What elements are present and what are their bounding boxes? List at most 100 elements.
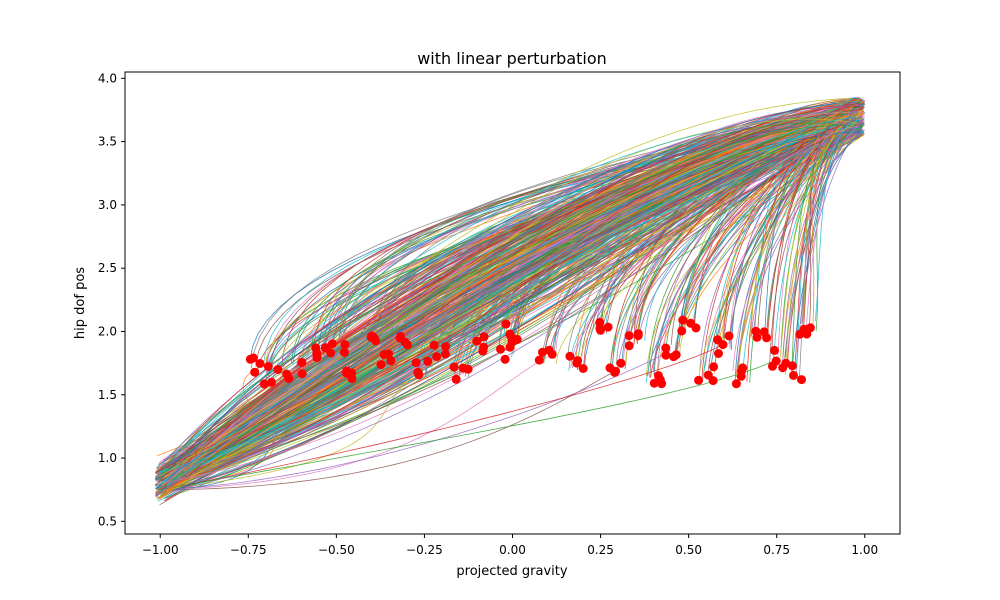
endpoint-marker bbox=[686, 318, 696, 328]
trajectory-line bbox=[156, 99, 863, 469]
x-tick-label: 0.00 bbox=[499, 543, 526, 557]
chart-title: with linear perturbation bbox=[417, 49, 607, 68]
trajectory-line bbox=[162, 127, 861, 483]
endpoint-marker bbox=[797, 375, 806, 385]
trajectory-line bbox=[159, 122, 856, 492]
trajectory-line bbox=[158, 125, 864, 494]
y-tick-label: 1.5 bbox=[98, 388, 117, 402]
endpoint-marker bbox=[534, 355, 544, 365]
endpoint-marker bbox=[297, 369, 307, 379]
trajectory-line bbox=[160, 350, 672, 491]
endpoint-marker bbox=[326, 348, 336, 358]
x-tick-label: −0.75 bbox=[230, 543, 267, 557]
trajectory-line bbox=[154, 98, 863, 485]
endpoint-marker bbox=[565, 351, 575, 361]
endpoint-marker bbox=[451, 374, 461, 384]
endpoint-marker bbox=[731, 379, 741, 389]
trajectory-line bbox=[160, 358, 777, 491]
x-axis-ticks: −1.00 −0.75 −0.50 −0.25 0.00 0.25 0.50 0.75 1.00 bbox=[142, 534, 878, 557]
endpoint-marker bbox=[479, 342, 489, 352]
endpoint-marker bbox=[423, 356, 433, 366]
endpoint-marker bbox=[703, 370, 713, 380]
endpoint-marker bbox=[661, 350, 671, 360]
y-tick-label: 2.5 bbox=[98, 261, 117, 275]
endpoint-marker bbox=[544, 345, 554, 355]
trajectory-line bbox=[161, 111, 863, 487]
endpoint-marker bbox=[669, 352, 679, 362]
endpoint-marker bbox=[432, 352, 442, 362]
y-tick-label: 4.0 bbox=[98, 71, 117, 85]
endpoint-markers bbox=[245, 315, 815, 389]
trajectory-line bbox=[161, 117, 857, 488]
trajectory-line bbox=[163, 97, 856, 483]
trajectory-line bbox=[157, 133, 855, 483]
endpoint-marker bbox=[386, 356, 396, 366]
endpoint-marker bbox=[327, 339, 337, 349]
trajectory-line bbox=[161, 109, 864, 498]
endpoint-marker bbox=[340, 340, 350, 350]
endpoint-marker bbox=[263, 362, 273, 371]
endpoint-marker bbox=[496, 344, 505, 354]
trajectory-line bbox=[160, 118, 859, 477]
endpoint-marker bbox=[661, 343, 671, 353]
endpoint-marker bbox=[759, 327, 769, 337]
endpoint-marker bbox=[266, 377, 276, 387]
endpoint-marker bbox=[633, 331, 643, 341]
endpoint-marker bbox=[371, 336, 381, 346]
x-tick-label: −0.50 bbox=[318, 543, 355, 557]
x-tick-label: −0.25 bbox=[406, 543, 443, 557]
y-tick-label: 3.0 bbox=[98, 198, 117, 212]
endpoint-marker bbox=[347, 374, 357, 384]
endpoint-marker bbox=[724, 331, 734, 341]
y-tick-label: 3.5 bbox=[98, 135, 117, 149]
endpoint-marker bbox=[402, 340, 412, 350]
trajectory-line bbox=[163, 125, 859, 484]
endpoint-marker bbox=[709, 362, 719, 372]
endpoint-marker bbox=[653, 371, 663, 381]
endpoint-marker bbox=[250, 367, 260, 377]
endpoint-marker bbox=[259, 379, 269, 389]
endpoint-marker bbox=[694, 375, 704, 385]
trajectory-line bbox=[160, 369, 425, 491]
endpoint-marker bbox=[677, 326, 687, 336]
trajectory-lines bbox=[154, 97, 867, 506]
endpoint-marker bbox=[449, 362, 459, 372]
endpoint-marker bbox=[768, 361, 777, 371]
x-axis-label: projected gravity bbox=[456, 564, 567, 579]
trajectory-line bbox=[154, 102, 859, 487]
trajectory-line bbox=[160, 343, 725, 491]
trajectory-line bbox=[161, 131, 862, 482]
endpoint-marker bbox=[789, 370, 798, 380]
endpoint-marker bbox=[610, 367, 620, 377]
endpoint-marker bbox=[297, 357, 307, 367]
endpoint-marker bbox=[379, 350, 389, 359]
endpoint-marker bbox=[284, 373, 294, 383]
trajectory-line bbox=[164, 103, 858, 495]
endpoint-marker bbox=[752, 332, 762, 342]
endpoint-marker bbox=[273, 365, 283, 374]
trajectory-line bbox=[159, 116, 858, 485]
endpoint-marker bbox=[501, 319, 511, 329]
y-axis-ticks: 0.5 1.0 1.5 2.0 2.5 3.0 3.5 4.0 bbox=[98, 71, 125, 528]
endpoint-marker bbox=[411, 358, 421, 368]
trajectory-line bbox=[163, 106, 866, 486]
endpoint-marker bbox=[339, 347, 349, 357]
endpoint-marker bbox=[472, 336, 482, 346]
x-tick-label: 0.75 bbox=[763, 543, 790, 557]
endpoint-marker bbox=[572, 358, 582, 368]
endpoint-marker bbox=[657, 379, 667, 389]
y-tick-label: 0.5 bbox=[98, 514, 117, 528]
x-tick-label: 1.00 bbox=[851, 543, 878, 557]
x-tick-label: 0.50 bbox=[675, 543, 702, 557]
trajectory-line bbox=[164, 124, 862, 494]
trajectory-line bbox=[161, 119, 856, 469]
endpoint-marker bbox=[616, 358, 626, 368]
endpoint-marker bbox=[781, 358, 791, 368]
endpoint-marker bbox=[736, 371, 746, 381]
endpoint-marker bbox=[312, 353, 322, 363]
endpoint-marker bbox=[624, 331, 634, 341]
endpoint-marker bbox=[429, 340, 439, 350]
trajectory-line bbox=[162, 122, 858, 488]
endpoint-marker bbox=[500, 354, 510, 364]
